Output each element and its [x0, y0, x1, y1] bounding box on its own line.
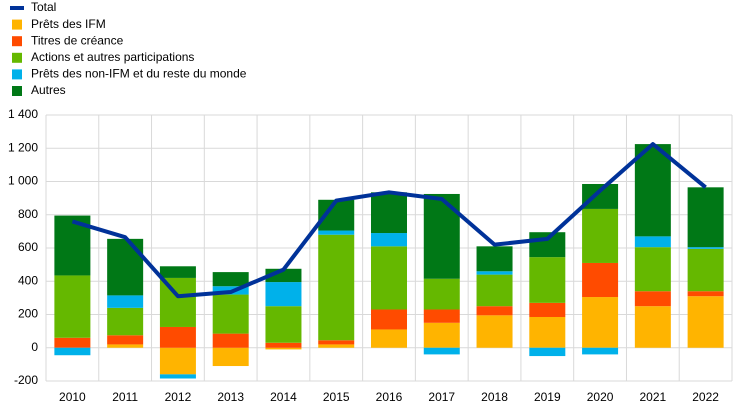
- bar-segment: [582, 262, 619, 298]
- bar-segment: [476, 274, 513, 307]
- bar-segment: [687, 296, 724, 348]
- bar-segment: [687, 291, 724, 297]
- bar-segment: [476, 315, 513, 348]
- legend-label: Autres: [31, 83, 66, 97]
- bar-segment: [371, 192, 407, 234]
- total-line: [71, 142, 707, 299]
- bar-segment: [159, 374, 196, 379]
- x-tick-label: 2016: [376, 390, 403, 404]
- bar-segment: [687, 187, 724, 248]
- bar-segment: [634, 144, 671, 237]
- legend-swatch: [12, 36, 22, 47]
- bar-segment: [54, 275, 91, 338]
- bar-segment: [529, 302, 566, 317]
- x-tick-label: 2019: [534, 390, 561, 404]
- bar-segment: [159, 266, 196, 278]
- legend-swatch: [12, 19, 22, 30]
- bar-segment: [107, 238, 144, 296]
- bar-segment: [423, 347, 460, 355]
- bar-segment: [371, 233, 407, 247]
- legend-label: Total: [31, 0, 56, 14]
- bar-segment: [318, 230, 355, 235]
- bar-segment: [687, 247, 724, 249]
- bar-segment: [476, 306, 513, 316]
- y-tick-label: 1 200: [8, 140, 38, 154]
- bar-segment: [212, 272, 249, 287]
- bar-segment: [318, 234, 355, 341]
- bar-segment: [634, 291, 671, 307]
- bar-segment: [212, 347, 249, 367]
- bar-segment: [687, 248, 724, 292]
- bar-segment: [159, 347, 196, 375]
- bar-segment: [371, 309, 407, 330]
- bar-segment: [318, 344, 355, 348]
- legend-swatch: [12, 52, 22, 63]
- bar-segment: [159, 277, 196, 327]
- legend-label: Titres de créance: [31, 33, 124, 47]
- legend-swatch: [12, 69, 22, 80]
- x-tick-label: 2015: [323, 390, 350, 404]
- x-tick-label: 2020: [587, 390, 614, 404]
- bar-segment: [107, 307, 144, 336]
- bar-segment: [423, 322, 460, 348]
- x-tick-label: 2010: [59, 390, 86, 404]
- bar-segment: [423, 278, 460, 310]
- bar-segment: [529, 316, 566, 348]
- bar-segment: [529, 257, 566, 303]
- x-tick-label: 2014: [270, 390, 297, 404]
- x-tick-label: 2011: [112, 390, 138, 404]
- bar-segment: [265, 347, 302, 350]
- x-tick-label: 2018: [481, 390, 508, 404]
- y-tick-label: 800: [18, 207, 38, 221]
- bar-segment: [54, 347, 91, 356]
- bar-segment: [107, 295, 144, 308]
- bar-segment: [371, 329, 407, 348]
- legend-label: Prêts des IFM: [31, 17, 106, 31]
- bar-segment: [107, 335, 144, 345]
- bar-segment: [529, 347, 566, 357]
- bar-segment: [582, 297, 619, 348]
- x-tick-label: 2012: [165, 390, 192, 404]
- bar-segment: [423, 309, 460, 323]
- bar-segment: [634, 247, 671, 292]
- bar-segment: [212, 333, 249, 348]
- bar-segment: [159, 326, 196, 348]
- y-tick-label: 600: [18, 240, 38, 254]
- y-tick-label: 200: [18, 307, 38, 321]
- y-tick-label: 400: [18, 273, 38, 287]
- bar-segment: [54, 337, 91, 348]
- y-tick-label: -200: [14, 373, 38, 387]
- bar-segment: [107, 344, 144, 348]
- bar-segment: [582, 347, 619, 355]
- y-tick-label: 1 000: [8, 174, 38, 188]
- bar-segment: [476, 246, 513, 272]
- bar-segment: [265, 342, 302, 348]
- bar-segment: [582, 183, 619, 209]
- bar-segment: [476, 271, 513, 275]
- bar-segment: [634, 306, 671, 348]
- bar-segment: [634, 236, 671, 248]
- legend-label: Prêts des non-IFM et du reste du monde: [31, 67, 247, 81]
- bar-segment: [582, 208, 619, 263]
- bar-segment: [265, 306, 302, 343]
- y-tick-label: 1 400: [8, 107, 38, 121]
- x-tick-label: 2021: [639, 390, 666, 404]
- bar-segment: [423, 193, 460, 279]
- legend-swatch: [12, 86, 22, 96]
- x-tick-label: 2022: [692, 390, 719, 404]
- bar-segment: [265, 282, 302, 307]
- x-tick-label: 2017: [428, 390, 455, 404]
- y-tick-label: 0: [31, 340, 38, 354]
- bar-segment: [212, 294, 249, 334]
- bar-segment: [529, 232, 566, 258]
- legend-label: Actions et autres participations: [31, 50, 194, 64]
- bar-segment: [371, 246, 407, 310]
- bar-segment: [318, 340, 355, 345]
- x-tick-label: 2013: [217, 390, 244, 404]
